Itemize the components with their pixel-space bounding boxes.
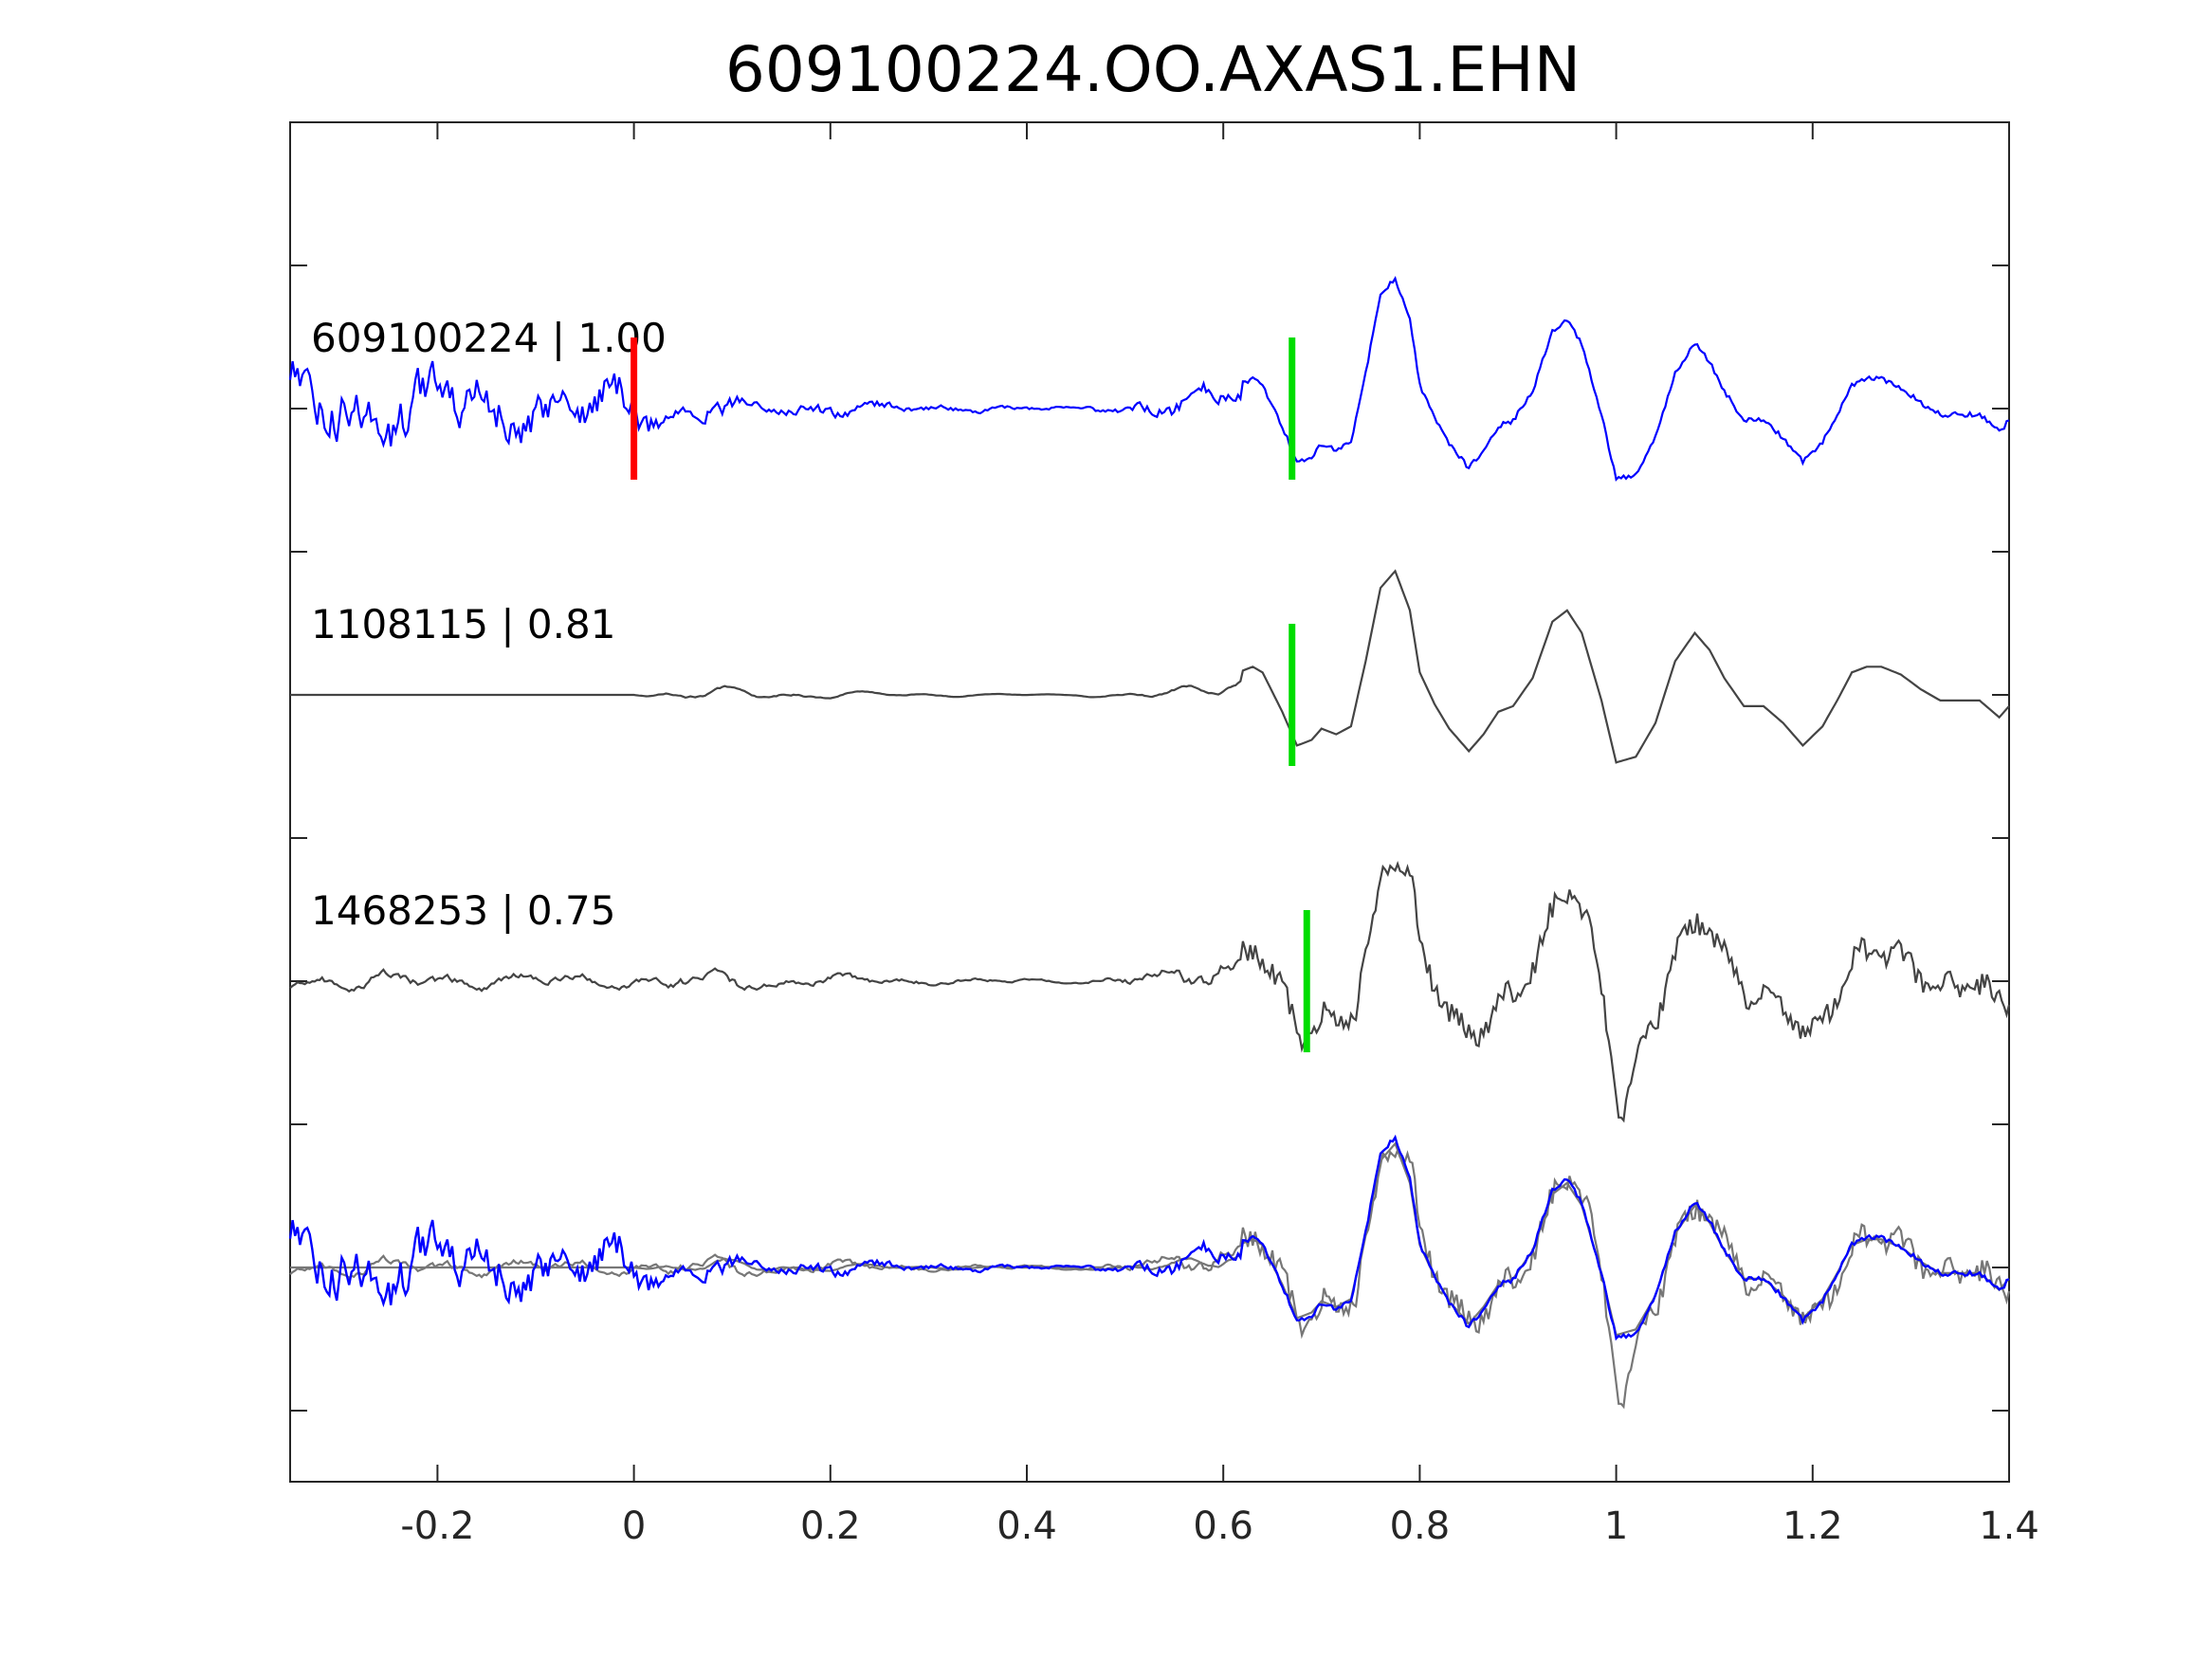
x-tick-label: 1.2 bbox=[1782, 1504, 1843, 1548]
x-tick-label: 1 bbox=[1604, 1504, 1628, 1548]
x-tick-label: 1.4 bbox=[1979, 1504, 2039, 1548]
trace-label-609100224: 609100224 | 1.00 bbox=[311, 315, 667, 361]
axes-box bbox=[289, 121, 2010, 1483]
trace-1108115 bbox=[290, 569, 2010, 764]
x-tick-label: -0.2 bbox=[400, 1504, 474, 1548]
trace-609100224 bbox=[288, 275, 2010, 483]
trace-label-1108115: 1108115 | 0.81 bbox=[311, 601, 615, 647]
overlay-trace-1468253 bbox=[289, 1147, 2011, 1410]
x-tick-label: 0.2 bbox=[800, 1504, 861, 1548]
chart-title: 609100224.OO.AXAS1.EHN bbox=[725, 33, 1581, 106]
plot-area: -0.2 0 0.2 0.4 0.6 0.8 1 1.2 1.4 609100224 | 1.00… bbox=[288, 121, 2039, 1548]
overlay-trace-609100224 bbox=[288, 1134, 2010, 1341]
x-tick-label: 0.6 bbox=[1193, 1504, 1253, 1548]
trace-label-1468253: 1468253 | 0.75 bbox=[311, 887, 615, 934]
x-tick-label: 0.8 bbox=[1390, 1504, 1451, 1548]
x-tick-label: 0 bbox=[622, 1504, 646, 1548]
trace-1468253 bbox=[289, 861, 2011, 1123]
x-tick-label: 0.4 bbox=[996, 1504, 1057, 1548]
